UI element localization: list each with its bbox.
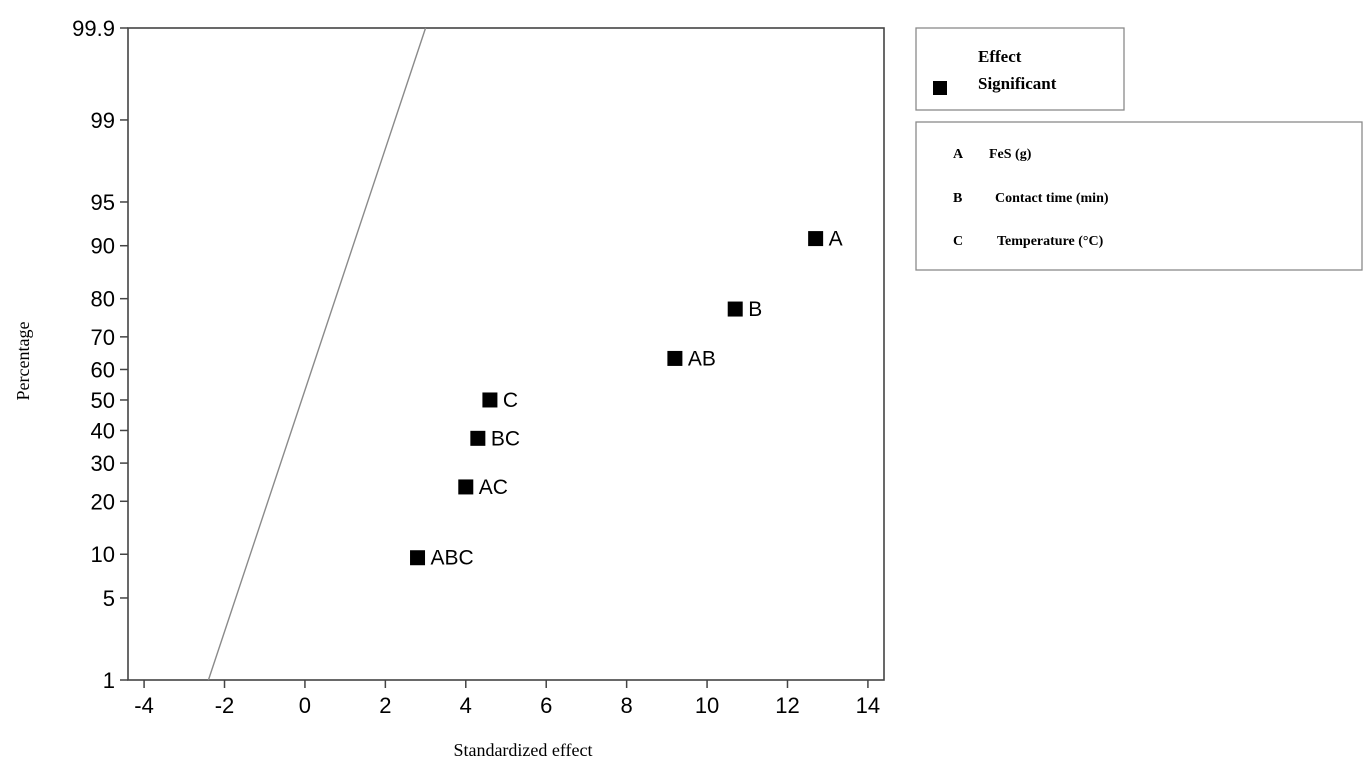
legend-factor-name: Temperature (°C): [997, 234, 1104, 249]
data-point: [808, 231, 824, 247]
y-tick-label: 5: [103, 586, 115, 611]
y-tick-label: 20: [91, 489, 115, 514]
legend-factor-box: [915, 121, 1363, 271]
y-axis: 1 5 10 20 30 40 50 60 70 80 90 95 99 99.9: [72, 16, 128, 693]
y-tick-label: 60: [91, 357, 115, 382]
data-point: [667, 350, 683, 366]
legend-factor-key: C: [953, 234, 963, 249]
data-points: ABC AC BC C AB B A: [410, 228, 843, 570]
y-tick-label: 90: [91, 234, 115, 259]
legend-factor-key: B: [953, 191, 962, 206]
y-tick-label: 10: [91, 542, 115, 567]
x-tick-label: -2: [215, 693, 235, 718]
x-axis: -4 -2 0 2 4 6 8 10 12 14: [134, 680, 880, 718]
plot-frame: [127, 27, 885, 681]
legend-significant-marker: [933, 81, 947, 95]
y-tick-label: 99.9: [72, 16, 115, 41]
data-point: [727, 301, 743, 317]
y-tick-label: 40: [91, 418, 115, 443]
data-point-label: ABC: [431, 547, 474, 570]
x-tick-label: 6: [540, 693, 552, 718]
data-point-label: BC: [491, 427, 520, 450]
data-point-label: C: [503, 389, 518, 412]
x-axis-title: Standardized effect: [453, 740, 592, 760]
legend: Effect Significant A FeS (g) B Contact t…: [915, 27, 1363, 271]
legend-significant-label: Significant: [978, 74, 1057, 93]
x-tick-label: 12: [775, 693, 799, 718]
data-point-label: A: [829, 228, 843, 251]
data-point: [470, 430, 486, 446]
legend-title: Effect: [978, 47, 1022, 66]
x-tick-label: 14: [856, 693, 880, 718]
data-point-label: B: [748, 298, 762, 321]
legend-effect-box: [915, 27, 1125, 111]
y-axis-title: Percentage: [13, 322, 33, 401]
y-tick-label: 70: [91, 325, 115, 350]
y-tick-label: 50: [91, 388, 115, 413]
x-tick-label: -4: [134, 693, 154, 718]
y-tick-label: 80: [91, 287, 115, 312]
legend-factor-name: Contact time (min): [995, 191, 1109, 206]
x-tick-label: 8: [621, 693, 633, 718]
y-tick-label: 1: [103, 668, 115, 693]
x-tick-label: 0: [299, 693, 311, 718]
reference-line: [207, 27, 427, 681]
data-point-label: AC: [479, 476, 508, 499]
data-point: [482, 392, 498, 408]
y-tick-label: 30: [91, 451, 115, 476]
y-tick-label: 99: [91, 108, 115, 133]
data-point: [458, 479, 474, 495]
x-tick-label: 10: [695, 693, 719, 718]
data-point: [410, 550, 426, 566]
data-point-label: AB: [688, 347, 716, 370]
legend-factor-name: FeS (g): [989, 147, 1032, 162]
y-tick-label: 95: [91, 190, 115, 215]
legend-factor-key: A: [953, 147, 964, 162]
reference-line-group: [207, 27, 427, 681]
x-tick-label: 4: [460, 693, 472, 718]
x-tick-label: 2: [379, 693, 391, 718]
